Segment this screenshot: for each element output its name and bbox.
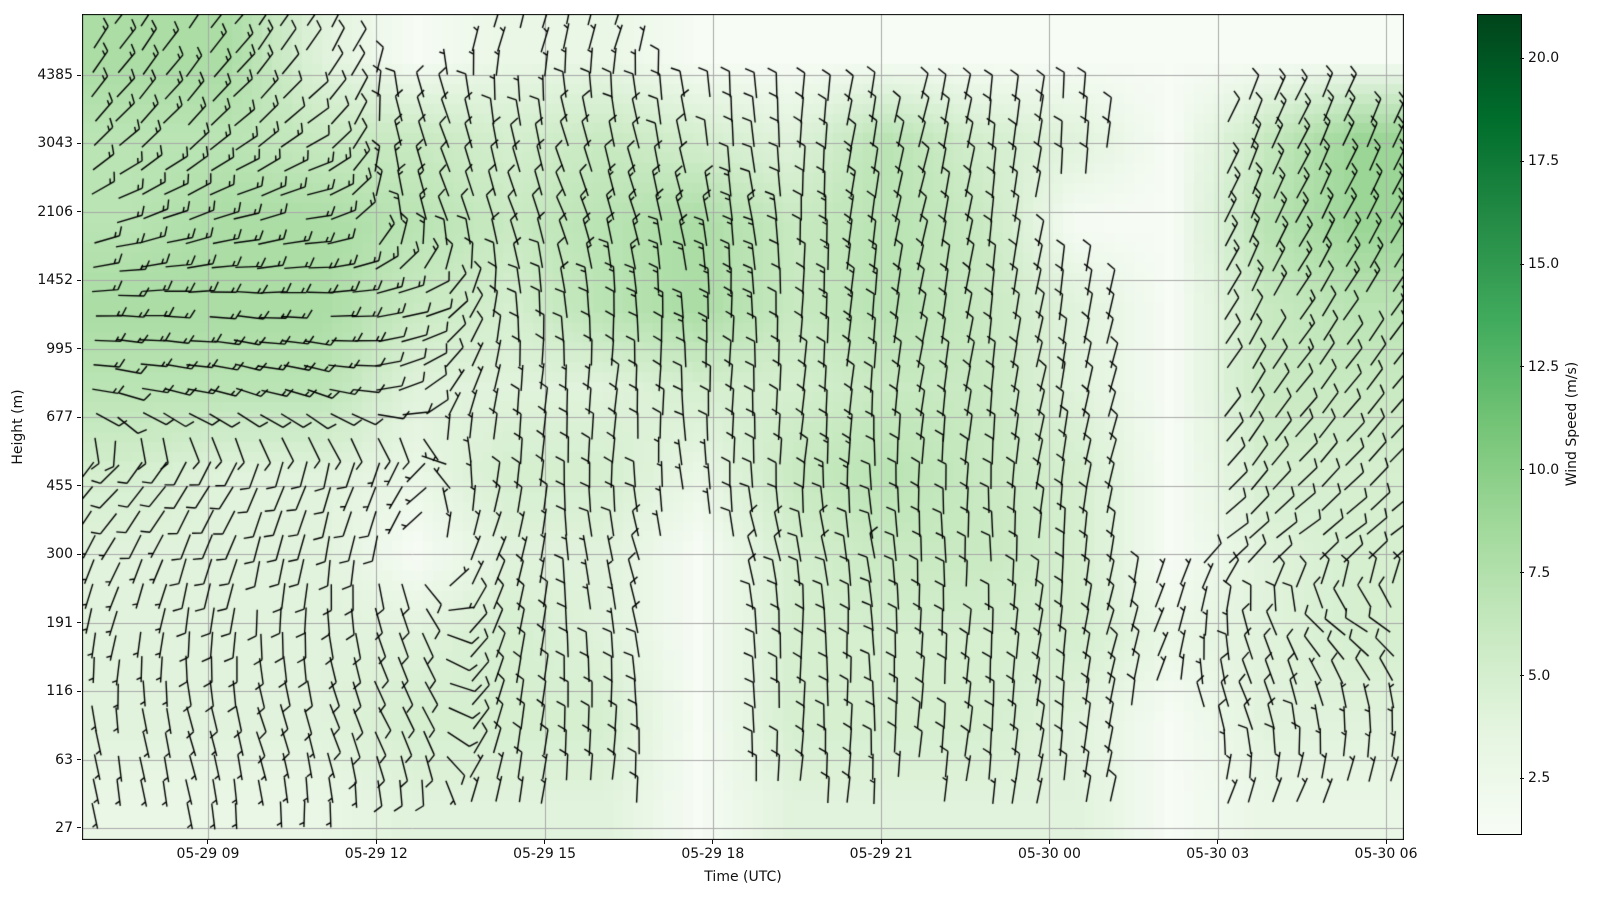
y-tick-label: 995 — [46, 340, 73, 357]
colorbar-tick-mark — [1520, 777, 1524, 779]
x-tick-mark — [712, 840, 714, 844]
x-axis-title: Time (UTC) — [704, 869, 782, 885]
y-tick-label: 677 — [46, 409, 73, 426]
y-tick-mark — [77, 622, 81, 624]
x-tick-mark — [375, 840, 377, 844]
colorbar-tick-label: 10.0 — [1528, 461, 1560, 478]
y-tick-mark — [77, 553, 81, 555]
y-tick-label: 191 — [46, 614, 73, 631]
colorbar-tick-label: 7.5 — [1528, 564, 1551, 581]
x-tick-label: 05-29 12 — [344, 846, 408, 862]
x-tick-mark — [1048, 840, 1050, 844]
colorbar — [1477, 14, 1522, 835]
colorbar-tick-mark — [1520, 263, 1524, 265]
y-tick-mark — [77, 279, 81, 281]
x-tick-label: 05-30 06 — [1354, 846, 1418, 862]
y-tick-label: 3043 — [37, 135, 73, 152]
y-tick-label: 300 — [46, 546, 73, 563]
y-tick-mark — [77, 211, 81, 213]
colorbar-tick-label: 20.0 — [1528, 50, 1560, 67]
colorbar-tick-mark — [1520, 57, 1524, 59]
y-tick-mark — [77, 74, 81, 76]
colorbar-tick-label: 17.5 — [1528, 153, 1560, 170]
colorbar-tick-mark — [1520, 469, 1524, 471]
y-tick-mark — [77, 690, 81, 692]
x-tick-label: 05-29 18 — [681, 846, 745, 862]
colorbar-tick-mark — [1520, 160, 1524, 162]
x-tick-label: 05-29 21 — [849, 846, 913, 862]
x-tick-label: 05-30 03 — [1186, 846, 1250, 862]
x-tick-label: 05-30 00 — [1017, 846, 1081, 862]
colorbar-tick-mark — [1520, 572, 1524, 574]
y-tick-mark — [77, 485, 81, 487]
y-tick-label: 1452 — [37, 272, 73, 289]
x-tick-mark — [544, 840, 546, 844]
y-tick-label: 4385 — [37, 67, 73, 83]
plot-canvas — [82, 14, 1404, 840]
y-tick-mark — [77, 759, 81, 761]
colorbar-tick-label: 2.5 — [1528, 770, 1551, 787]
x-tick-mark — [1217, 840, 1219, 844]
y-tick-mark — [77, 348, 81, 350]
x-tick-mark — [1385, 840, 1387, 844]
x-tick-mark — [207, 840, 209, 844]
colorbar-tick-label: 15.0 — [1528, 256, 1560, 272]
x-tick-label: 05-29 15 — [513, 846, 577, 862]
y-tick-mark — [77, 142, 81, 144]
y-tick-mark — [77, 827, 81, 829]
y-tick-label: 116 — [46, 683, 73, 700]
y-tick-label: 63 — [55, 751, 73, 768]
y-tick-mark — [77, 416, 81, 418]
y-axis-title: Height (m) — [10, 389, 26, 465]
x-tick-label: 05-29 09 — [176, 846, 240, 862]
y-tick-label: 27 — [55, 819, 73, 836]
x-tick-mark — [880, 840, 882, 844]
colorbar-title: Wind Speed (m/s) — [1564, 361, 1580, 486]
colorbar-tick-label: 12.5 — [1528, 358, 1560, 375]
y-tick-label: 2106 — [37, 203, 73, 220]
colorbar-tick-mark — [1520, 366, 1524, 368]
colorbar-tick-label: 5.0 — [1528, 667, 1551, 684]
colorbar-tick-mark — [1520, 675, 1524, 677]
y-tick-label: 455 — [46, 477, 73, 494]
